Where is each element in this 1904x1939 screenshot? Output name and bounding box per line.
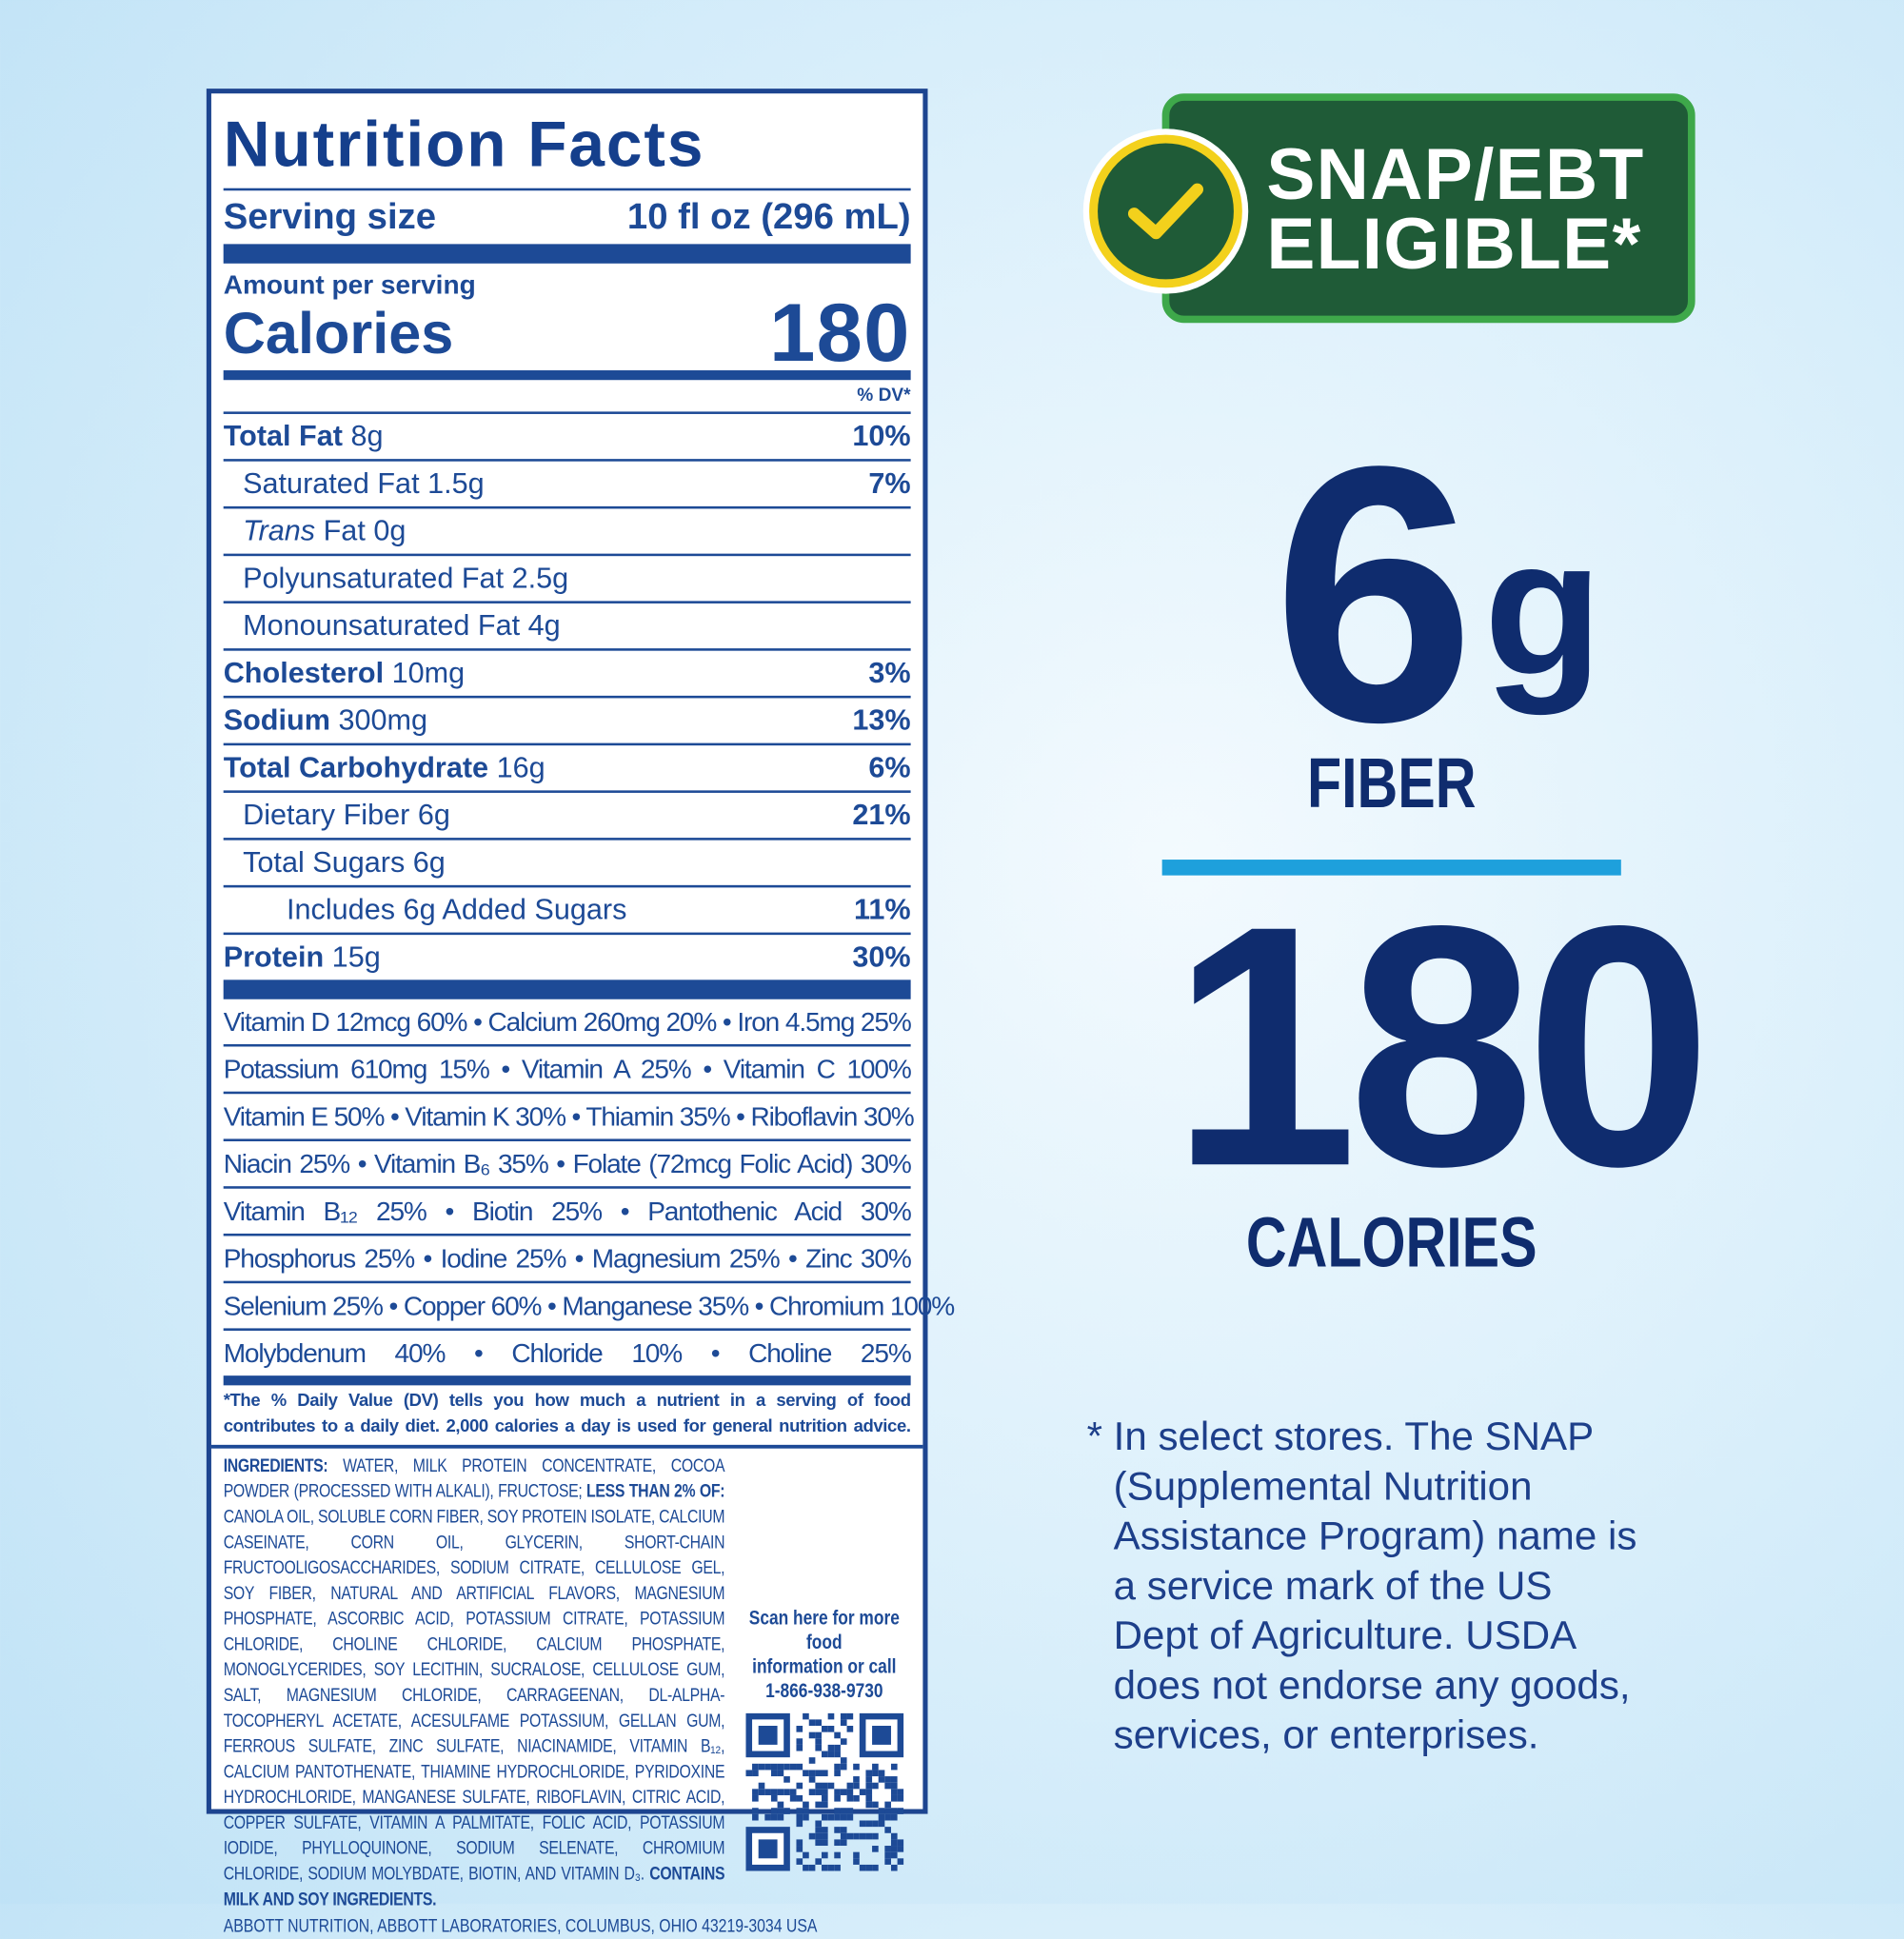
manufacturer-address: ABBOTT NUTRITION, ABBOTT LABORATORIES, C… [223,1915,818,1937]
nutrient-row: Includes 6g Added Sugars 11% [223,887,911,936]
calories-highlight-label: CALORIES [1245,1203,1537,1282]
nutrient-dv: 11% [854,893,911,927]
nutrient-dv: 3% [868,657,911,690]
qr-code-icon[interactable] [744,1712,903,1871]
nutrient-name: Total Fat 8g [223,420,384,453]
dv-footnote: *The % Daily Value (DV) tells you how mu… [224,1385,911,1445]
nutrient-name: Total Sugars 6g [243,846,446,880]
nutrient-rows: Total Fat 8g 10% Saturated Fat 1.5g 7% Trans… [223,414,911,979]
nutrient-name: Cholesterol 10mg [223,657,466,690]
vitamin-row: Selenium 25% • Copper 60% • Manganese 35… [223,1283,955,1331]
vitamin-row: Niacin 25% • Vitamin B₆ 35% • Folate (72… [223,1141,912,1189]
nutrient-name: Includes 6g Added Sugars [287,893,627,927]
vitamin-row: Molybdenum 40% • Chloride 10% • Choline … [223,1337,912,1369]
qr-text: information or call [752,1654,897,1678]
vitamin-row: Vitamin B₁₂ 25% • Biotin 25% • Pantothen… [223,1189,912,1237]
less-than-label: LESS THAN 2% OF: [586,1481,725,1502]
ingredients-list: CANOLA OIL, SOLUBLE CORN FIBER, SOY PROT… [223,1506,725,1885]
divider-medium [223,1375,911,1386]
nutrient-row: Total Fat 8g 10% [223,414,911,462]
divider-medium [223,370,911,381]
calories-value: 180 [769,287,911,379]
phone-number: 1-866-938-9730 [765,1679,883,1703]
vitamin-row: Phosphorus 25% • Iodine 25% • Magnesium … [223,1236,912,1284]
nutrient-row: Sodium 300mg 13% [223,698,911,746]
vitamin-row: Vitamin E 50% • Vitamin K 30% • Thiamin … [223,1094,915,1141]
footnote-line: contributes to a daily diet. 2,000 calor… [223,1416,911,1436]
nutrient-row: Dietary Fiber 6g 21% [223,793,911,841]
nutrient-dv: 7% [868,467,911,501]
qr-text: Scan here for more food [748,1606,900,1654]
divider-thick [223,244,911,264]
nutrient-dv: 30% [852,940,911,974]
disclaimer-line: Assistance Program) name is [1113,1513,1637,1558]
nutrient-row: Protein 15g 30% [224,935,911,979]
serving-size-label: Serving size [223,196,437,237]
nutrient-dv: 21% [852,799,911,832]
footnote-line: *The % Daily Value (DV) tells you how mu… [223,1391,911,1412]
disclaimer-line: (Supplemental Nutrition [1113,1462,1533,1509]
fiber-label: FIBER [1306,743,1477,823]
disclaimer-line: * In select stores. The SNAP [1086,1413,1595,1458]
nutrient-name: Monounsaturated Fat 4g [243,609,561,643]
vitamin-rows: Vitamin D 12mcg 60% • Calcium 260mg 20% … [223,999,955,1375]
nutrient-name: Total Carbohydrate 16g [223,751,545,784]
vitamin-row: Vitamin D 12mcg 60% • Calcium 260mg 20% … [223,999,912,1047]
disclaimer-line: Dept of Agriculture. USDA [1113,1612,1577,1658]
nutrient-name: Trans Fat 0g [243,514,407,548]
divider-thick [223,979,911,999]
fiber-value: 6 [1272,389,1476,799]
dv-header: % DV* [223,380,911,414]
nutrient-name: Dietary Fiber 6g [243,799,450,832]
calories-row: Calories 180 [223,287,911,379]
nutrient-row: Monounsaturated Fat 4g [223,603,911,651]
nutrient-row: Total Sugars 6g [223,841,911,888]
nutrient-dv: 13% [852,703,911,738]
qr-info: Scan here for more food information or c… [734,1606,914,1871]
ingredients-list: WATER, MILK PROTEIN CONCENTRATE, COCOA P… [223,1455,725,1502]
badge-line2: ELIGIBLE* [1266,203,1642,285]
nutrient-name: Protein 15g [223,940,381,974]
divider [210,1444,923,1449]
check-circle-icon [1089,134,1242,288]
nutrition-facts-panel: Nutrition Facts Serving size 10 fl oz (2… [206,89,955,1936]
ingredients-label: INGREDIENTS: [223,1455,328,1477]
nutrient-row: Trans Fat 0g [223,508,911,557]
serving-size: Serving size 10 fl oz (296 mL) [223,188,911,245]
disclaimer-line: does not endorse any goods, [1113,1662,1631,1708]
nutrient-row: Polyunsaturated Fat 2.5g [223,556,911,603]
badge-line1: SNAP/EBT [1266,133,1645,215]
nutrient-row: Cholesterol 10mg 3% [223,651,911,699]
nutrient-name: Polyunsaturated Fat 2.5g [243,562,569,595]
calories-highlight-value: 180 [1171,854,1712,1237]
ingredients-text: INGREDIENTS: WATER, MILK PROTEIN CONCENT… [224,1454,915,1912]
snap-ebt-badge: SNAP/EBT ELIGIBLE* [1161,93,1696,324]
nutrient-name: Saturated Fat 1.5g [243,467,485,501]
snap-disclaimer: * In select stores. The SNAP (Supplementa… [1087,1411,1718,1759]
disclaimer-line: services, or enterprises. [1113,1711,1539,1757]
vitamin-row: Potassium 610mg 15% • Vitamin A 25% • Vi… [223,1046,912,1095]
nutrient-name: Sodium 300mg [223,703,428,738]
nutrient-dv: 10% [852,420,911,453]
ingredients-section: Scan here for more food information or c… [224,1454,915,1939]
nutrition-facts-title: Nutrition Facts [223,109,705,182]
nutrient-row: Total Carbohydrate 16g 6% [223,745,911,793]
serving-size-value: 10 fl oz (296 mL) [626,196,911,237]
calories-label: Calories [223,302,454,367]
nutrient-row: Saturated Fat 1.5g 7% [223,462,911,509]
disclaimer-line: a service mark of the US [1113,1562,1553,1608]
amount-per-serving: Amount per serving [223,269,476,301]
divider-line [1161,860,1621,876]
nutrient-dv: 6% [868,751,911,784]
fiber-unit: g [1483,497,1603,716]
